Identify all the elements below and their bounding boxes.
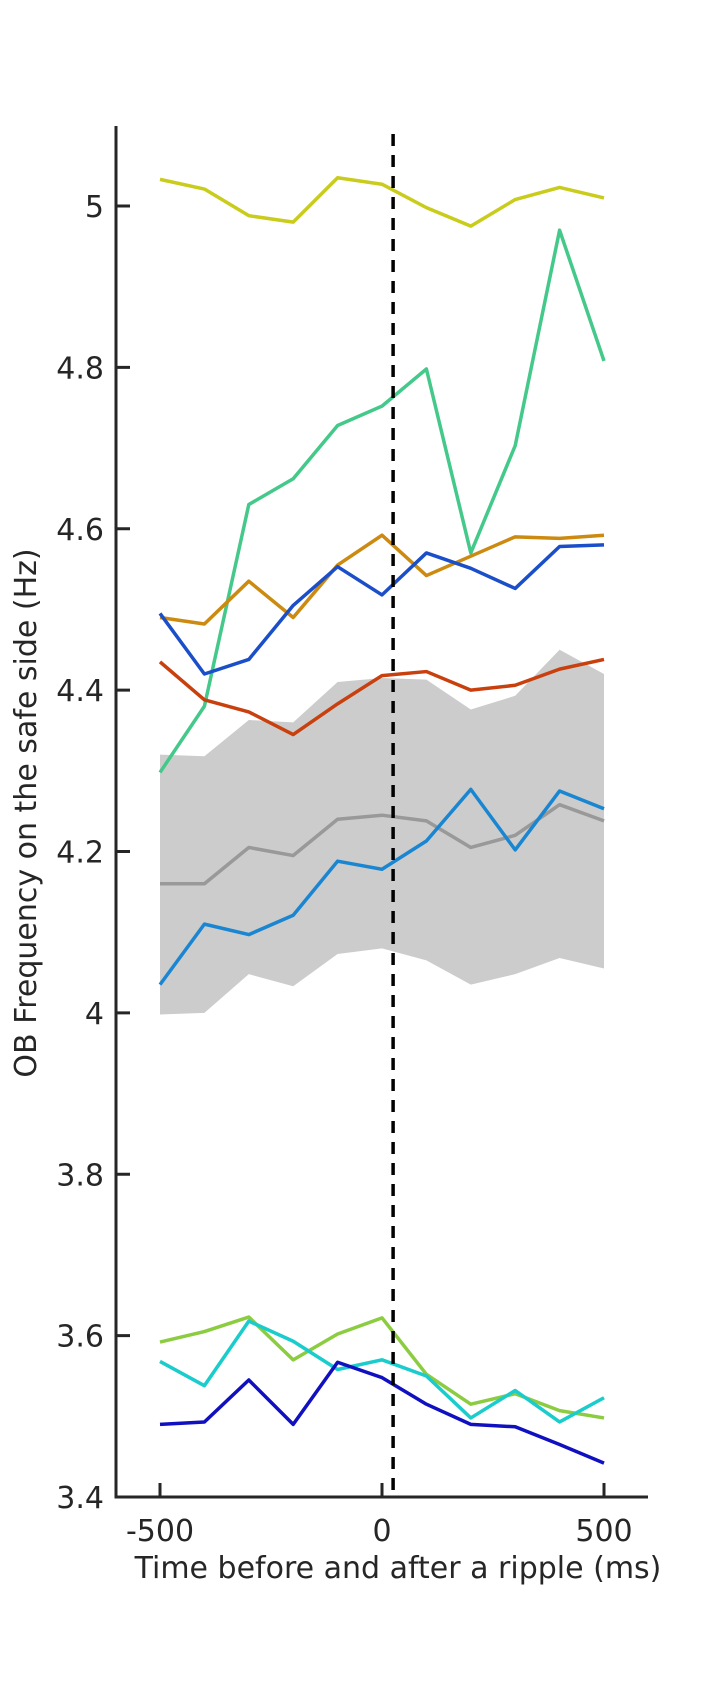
y-tick-label: 4.4 <box>56 674 104 709</box>
x-tick-label: 500 <box>575 1514 632 1549</box>
y-tick-label: 5 <box>85 190 104 225</box>
series-line-2 <box>158 228 606 774</box>
y-tick-label: 4.6 <box>56 513 104 548</box>
y-tick-label: 4 <box>85 997 104 1032</box>
y-tick-label: 4.8 <box>56 351 104 386</box>
mean-line <box>160 802 605 886</box>
series-line-9 <box>159 1360 605 1465</box>
y-tick-label: 3.8 <box>56 1158 104 1193</box>
x-tick-label: -500 <box>126 1514 194 1549</box>
x-tick-label: 0 <box>372 1514 391 1549</box>
series-line-1 <box>159 176 605 228</box>
y-tick-label: 3.4 <box>56 1481 104 1516</box>
series-line-5 <box>158 657 605 737</box>
series-line-3 <box>159 533 605 626</box>
y-tick-label: 4.2 <box>56 836 104 871</box>
series-line-8 <box>159 1319 605 1424</box>
series-line-4 <box>158 543 605 676</box>
x-axis-label: Time before and after a ripple (ms) <box>134 1551 662 1586</box>
y-tick-label: 3.6 <box>56 1320 104 1355</box>
y-axis-label: OB Frequency on the safe side (Hz) <box>9 548 44 1077</box>
series-line-6 <box>158 787 605 986</box>
